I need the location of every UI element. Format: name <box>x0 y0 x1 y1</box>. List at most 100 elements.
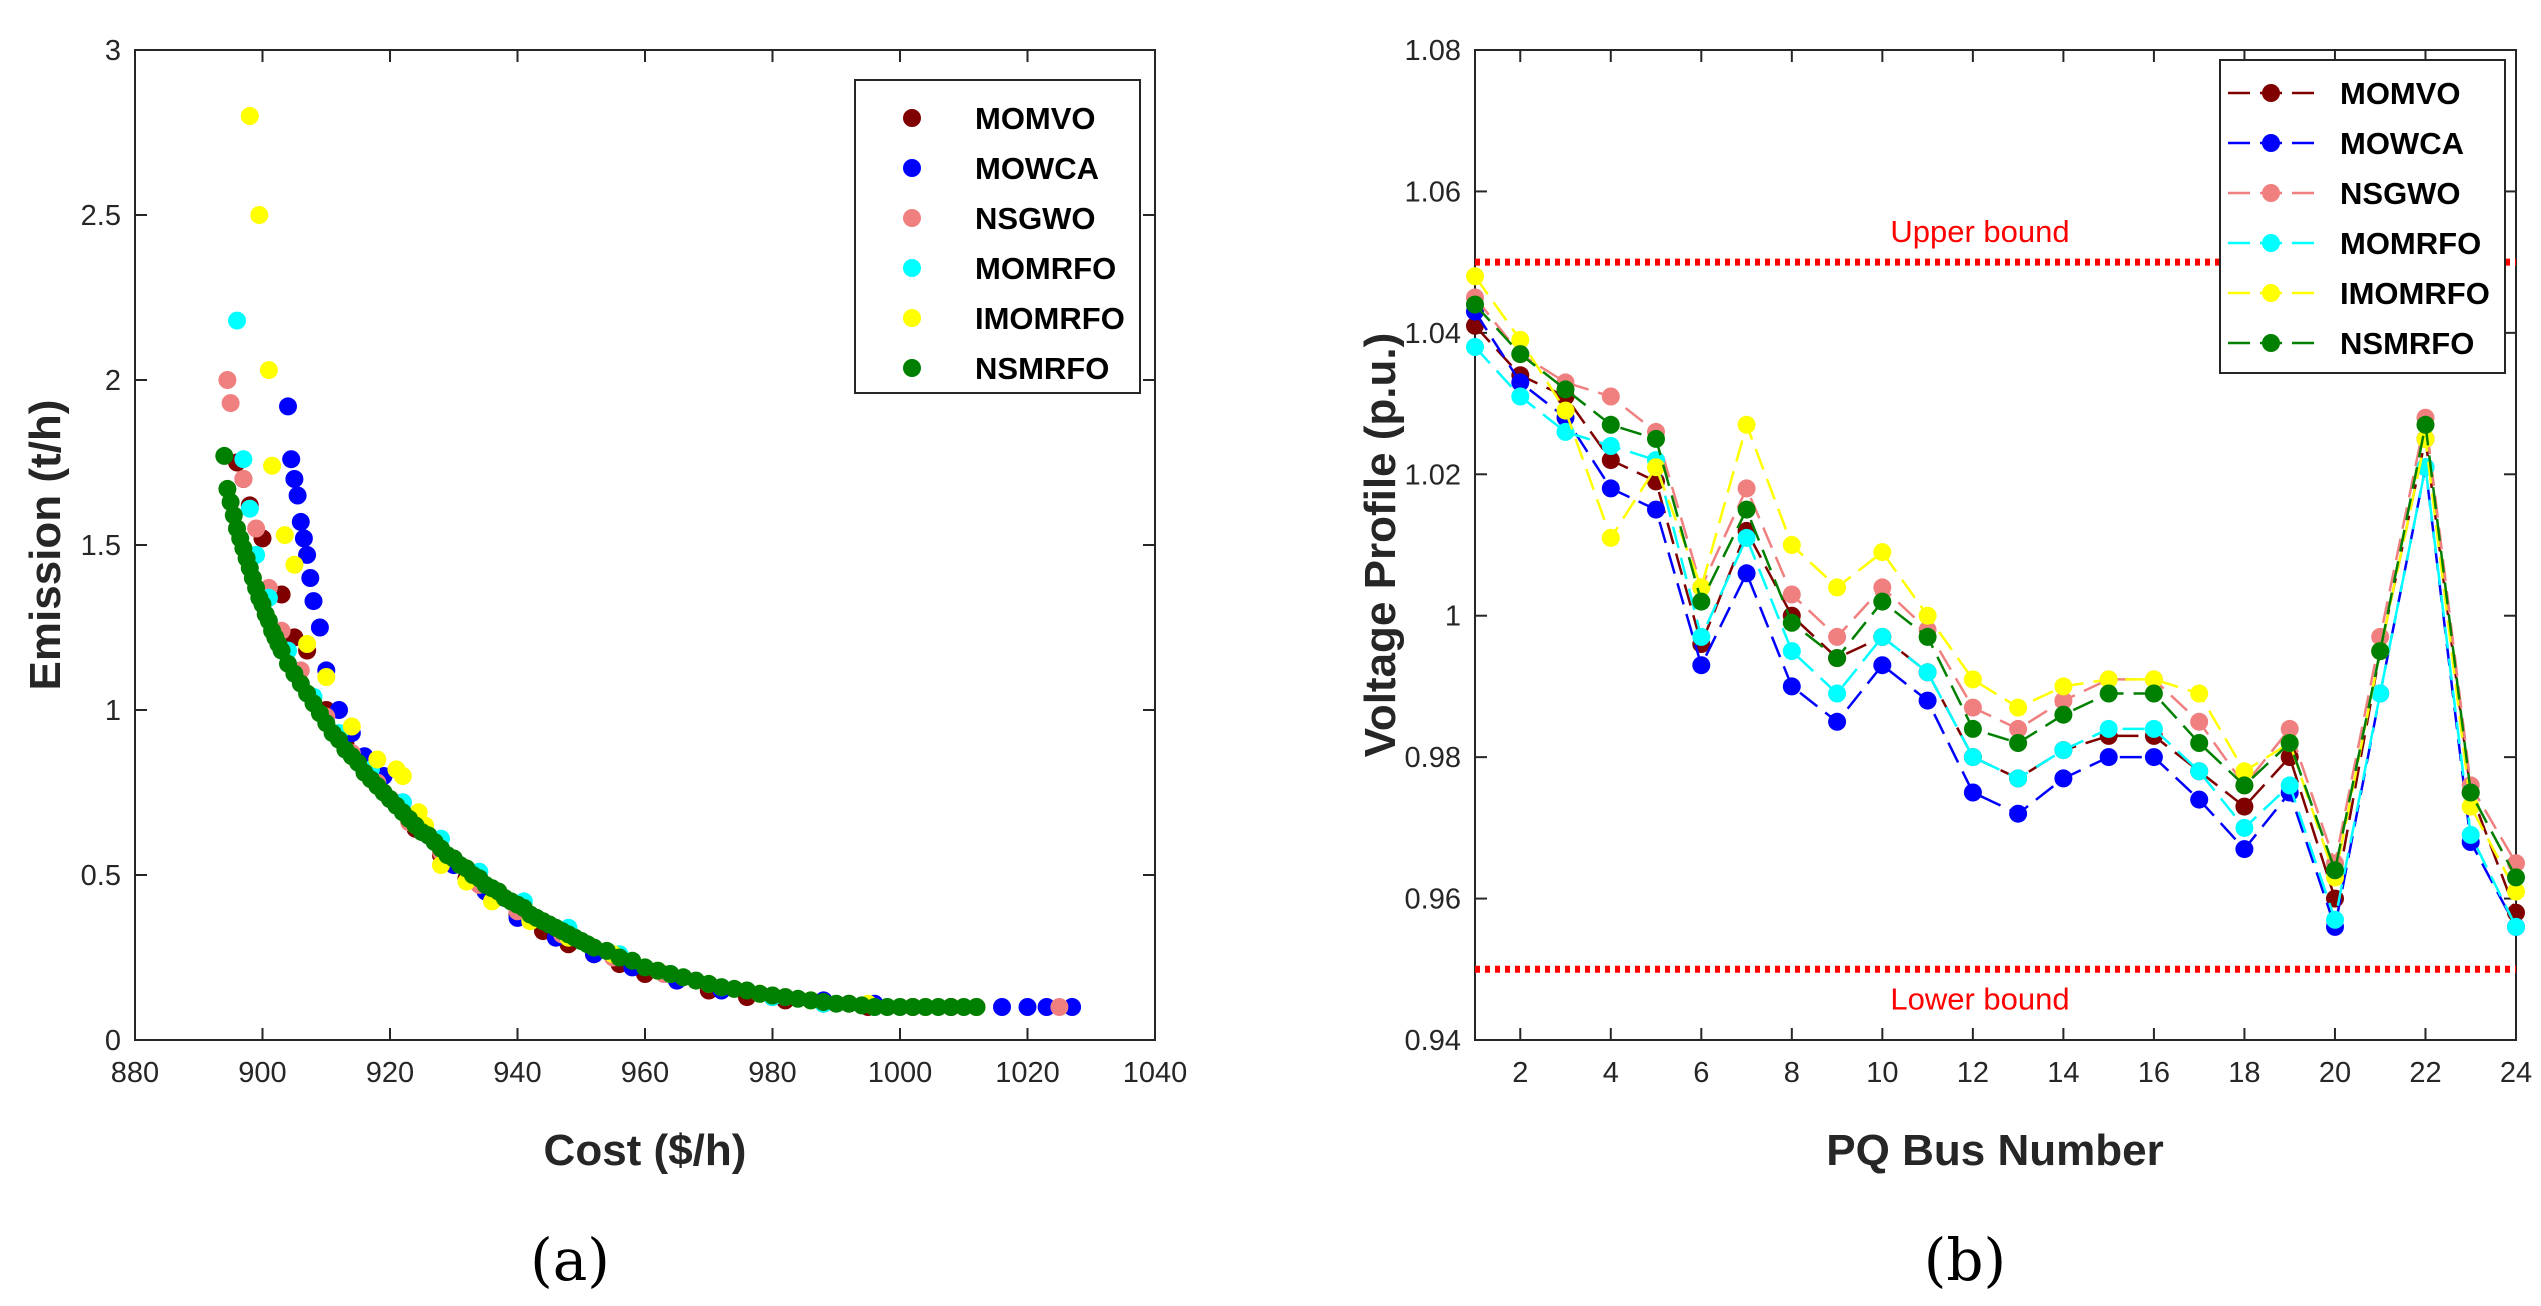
chart-b-point-nsmrfo <box>2235 776 2254 795</box>
chart-b-point-imomrfo <box>1873 543 1892 562</box>
chart-a-point-mowca <box>1037 998 1056 1016</box>
chart-b-series-nsmrfo <box>1466 295 2525 887</box>
chart-b-point-momrfo <box>1918 663 1937 682</box>
chart-b-point-momvo <box>1466 316 1484 335</box>
chart-b-point-momrfo <box>2144 719 2163 738</box>
chart-b-point-nsmrfo <box>2144 684 2163 703</box>
chart-b-point-momrfo <box>2054 741 2073 760</box>
chart-b-series-nsgwo <box>1466 288 2525 873</box>
chart-a-legend-label-imomrfo: IMOMRFO <box>975 301 1125 336</box>
chart-b-point-nsmrfo <box>1873 592 1892 611</box>
chart-a-point-mowca <box>993 998 1011 1016</box>
chart-b-x-tick-label: 2 <box>1512 1057 1528 1089</box>
chart-b-point-momrfo <box>2371 684 2390 703</box>
chart-b-point-mowca <box>1647 500 1665 519</box>
chart-a-x-tick-label: 980 <box>748 1057 796 1089</box>
chart-b-point-nsmrfo <box>2326 861 2344 880</box>
chart-b-legend-marker-momrfo <box>2262 234 2280 252</box>
chart-b-point-nsgwo <box>1737 479 1756 498</box>
chart-b-point-momrfo <box>1828 684 1847 703</box>
chart-a-point-mowca <box>282 450 301 469</box>
chart-b-legend-items: MOMVO MOWCA NSGWO MOMRFO IMOMRFO NSMRFO <box>2228 76 2490 361</box>
chart-b-point-nsmrfo <box>1556 380 1575 399</box>
chart-a-points <box>215 107 1082 1016</box>
chart-a-legend-label-momrfo: MOMRFO <box>975 251 1116 286</box>
chart-a-y-tick-label: 1.5 <box>81 530 121 562</box>
chart-a-point-momrfo <box>240 499 259 518</box>
chart-b-point-nsmrfo <box>1963 719 1982 738</box>
chart-b-point-imomrfo <box>1692 578 1711 597</box>
chart-b-point-mowca <box>2190 790 2209 809</box>
chart-b-point-momrfo <box>2280 776 2299 795</box>
chart-a-point-mowca <box>288 486 307 505</box>
chart-a-point-imomrfo <box>259 361 278 380</box>
chart-a-legend-marker-nsmrfo <box>903 359 921 377</box>
chart-b-point-imomrfo <box>1511 330 1530 349</box>
chart-b-legend-marker-nsmrfo <box>2262 334 2280 352</box>
chart-a-point-mowca <box>279 397 297 416</box>
chart-a-legend-marker-momvo <box>903 109 921 127</box>
chart-b-legend-box <box>2219 59 2506 374</box>
chart-b-point-momvo <box>1601 451 1620 470</box>
chart-a-point-imomrfo <box>393 767 412 785</box>
chart-a-point-imomrfo <box>240 107 259 125</box>
chart-b-point-imomrfo <box>2054 677 2073 696</box>
chart-b-point-imomrfo <box>1828 578 1847 597</box>
chart-b-point-nsgwo <box>1828 627 1847 646</box>
chart-a-x-tick-label: 920 <box>366 1057 414 1089</box>
chart-a-legend-label-nsmrfo: NSMRFO <box>975 351 1109 386</box>
chart-a-point-nsmrfo <box>967 998 986 1016</box>
chart-b-point-nsmrfo <box>2507 868 2525 887</box>
chart-a-point-nsmrfo <box>865 998 884 1016</box>
chart-b-point-mowca <box>1873 656 1892 675</box>
chart-b-point-momrfo <box>2461 825 2480 844</box>
chart-b-series-momrfo <box>1466 338 2525 936</box>
chart-b-voltage-profile: 2 4 6 8 10 12 14 16 18 20 22 240.940.960.9811.021.0… <box>1356 35 2532 1294</box>
chart-b-point-momrfo <box>1782 642 1801 661</box>
chart-b-point-imomrfo <box>2461 797 2480 816</box>
chart-b-point-nsgwo <box>2054 691 2073 710</box>
chart-b-y-tick-label: 0.98 <box>1405 742 1461 774</box>
chart-a-point-momrfo <box>234 450 253 469</box>
chart-a-legend-label-momvo: MOMVO <box>975 101 1096 136</box>
chart-b-point-nsgwo <box>2009 719 2028 738</box>
chart-a-point-nsmrfo <box>942 998 960 1016</box>
chart-b-legend-marker-nsgwo <box>2262 184 2280 202</box>
chart-b-x-tick-label: 22 <box>2409 1057 2441 1089</box>
chart-b-point-mowca <box>1737 564 1756 583</box>
chart-b-point-momvo <box>2235 797 2254 816</box>
chart-b-point-nsgwo <box>1873 578 1892 597</box>
chart-b-tick-labels: 2 4 6 8 10 12 14 16 18 20 22 240.940.960.9811.021.0… <box>1405 35 2533 1089</box>
chart-b-point-imomrfo <box>2144 670 2163 689</box>
panel-label-a: (a) <box>530 1226 610 1294</box>
lower-bound-label: Lower bound <box>1890 981 2069 1016</box>
chart-a-legend-marker-nsgwo <box>903 209 921 227</box>
chart-b-y-tick-label: 1.08 <box>1405 35 1461 67</box>
chart-a-x-tick-label: 1040 <box>1123 1057 1188 1089</box>
chart-b-point-mowca <box>2009 804 2028 823</box>
chart-b-point-nsmrfo <box>2416 415 2435 434</box>
chart-b-point-imomrfo <box>1556 401 1575 420</box>
chart-a-point-nsmrfo <box>954 998 973 1016</box>
chart-a-x-tick-label: 960 <box>621 1057 669 1089</box>
chart-a-point-nsmrfo <box>878 998 897 1016</box>
chart-a-legend-label-nsgwo: NSGWO <box>975 201 1096 236</box>
chart-b-x-tick-label: 6 <box>1693 1057 1709 1089</box>
chart-b-line-nsmrfo <box>1474 303 2518 878</box>
chart-b-point-nsmrfo <box>1647 429 1665 448</box>
chart-a-emission-vs-cost: 880 900 920 940 960 980 1000 1020 1040 0 0.5 1 1.5 2 2… <box>21 35 1187 1294</box>
chart-a-y-tick-label: 3 <box>105 35 121 67</box>
chart-b-point-momrfo <box>2009 769 2028 788</box>
chart-a-point-momrfo <box>228 311 246 330</box>
chart-b-point-mowca <box>1828 712 1847 731</box>
chart-a-point-imomrfo <box>285 555 304 574</box>
panel-label-b: (b) <box>1924 1226 2006 1294</box>
chart-b-point-momrfo <box>2235 818 2254 837</box>
chart-b-legend-label-nsgwo: NSGWO <box>2340 176 2461 211</box>
chart-a-legend: MOMVO MOWCA NSGWO MOMRFO IMOMRFO NSMRFO <box>854 79 1141 394</box>
chart-b-y-axis-label: Voltage Profile (p.u.) <box>1356 333 1405 758</box>
chart-b-bounds: Upper bound Lower bound <box>1475 214 2516 1016</box>
chart-a-point-mowca <box>298 545 317 564</box>
chart-b-point-momrfo <box>2190 762 2209 781</box>
chart-b-point-nsgwo <box>1782 585 1801 604</box>
